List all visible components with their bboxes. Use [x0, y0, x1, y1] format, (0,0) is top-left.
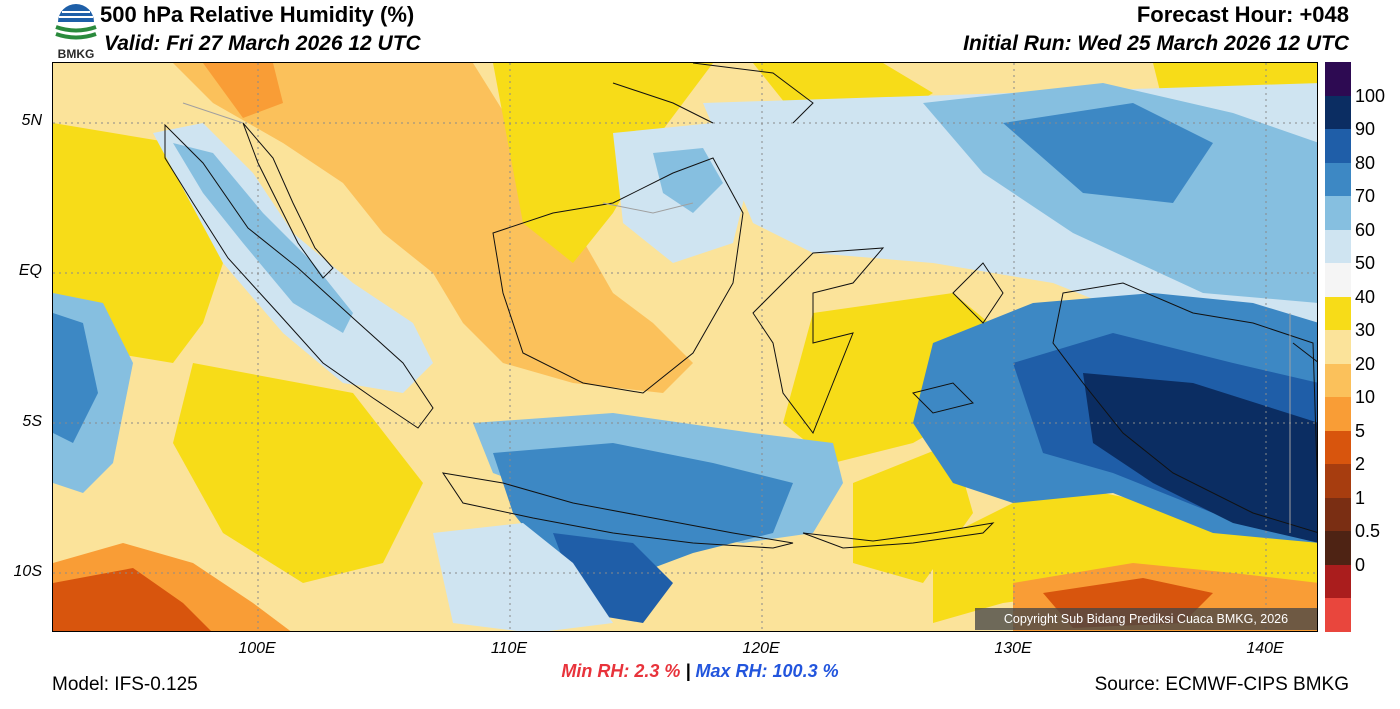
coast-seram — [912, 382, 974, 414]
coast-nusa-tenggara — [802, 522, 995, 549]
moist-sumatra-core — [173, 143, 353, 333]
source-info: Source: ECMWF-CIPS BMKG — [1094, 674, 1349, 695]
stats-separator: | — [685, 661, 691, 681]
coastlines — [164, 63, 1317, 549]
legend-label: 90 — [1355, 119, 1376, 140]
legend-label: 70 — [1355, 186, 1376, 207]
lon-label-120e: 120E — [742, 640, 780, 657]
coast-sumatra — [164, 123, 434, 429]
max-rh-value: 100.3 % — [772, 661, 839, 681]
legend-label: 80 — [1355, 152, 1376, 173]
legend-label: 60 — [1355, 219, 1376, 240]
coast-palawan — [612, 82, 714, 124]
legend-swatch — [1325, 564, 1351, 599]
legend-swatch — [1325, 196, 1351, 231]
legend-label: 30 — [1355, 320, 1376, 341]
min-rh-value: 2.3 % — [634, 661, 681, 681]
legend-swatch — [1325, 263, 1351, 298]
moist-north-borneo-core — [653, 148, 723, 213]
forecast-hour: Forecast Hour: +048 — [1136, 2, 1349, 27]
coast-papua — [1052, 282, 1317, 533]
moist-west-ocean-core — [53, 313, 98, 443]
chart-title: 500 hPa Relative Humidity (%) — [100, 2, 415, 27]
yellow-band-indian-ocean — [173, 363, 423, 583]
max-rh-label: Max RH: — [695, 661, 768, 681]
model-info: Model: IFS-0.125 — [52, 674, 198, 695]
lat-label-5n: 5N — [21, 112, 42, 129]
lon-label-140e: 140E — [1246, 640, 1284, 657]
legend-swatch — [1325, 363, 1351, 398]
coast-halmahera — [952, 262, 1004, 324]
initial-run: Initial Run: Wed 25 March 2026 12 UTC — [963, 32, 1349, 55]
coast-sulawesi — [752, 247, 885, 435]
legend-label: 0 — [1355, 554, 1366, 575]
lon-label-130e: 130E — [994, 640, 1032, 657]
coast-philippines — [692, 63, 814, 124]
border-borneo — [602, 202, 694, 214]
lat-label-5s: 5S — [22, 413, 42, 430]
dry-zone-southwest-core — [53, 568, 211, 631]
legend-swatch — [1325, 497, 1351, 532]
legend-swatch — [1325, 296, 1351, 331]
coast-borneo — [492, 157, 744, 394]
legend-swatch — [1325, 430, 1351, 465]
bmkg-logo-text: BMKG — [57, 47, 95, 61]
valid-time: Valid: Fri 27 March 2026 12 UTC — [104, 32, 421, 55]
legend-swatch — [1325, 598, 1351, 633]
legend-label: 50 — [1355, 253, 1376, 274]
color-legend — [1325, 62, 1351, 633]
coast-java — [441, 472, 794, 549]
legend-swatch — [1325, 129, 1351, 164]
bmkg-logo — [52, 0, 100, 62]
legend-label: 2 — [1355, 454, 1366, 475]
moist-south-java — [433, 523, 613, 631]
moist-pacific-core — [1003, 103, 1213, 203]
yellow-band-north — [493, 63, 713, 263]
lat-label-eq: EQ — [18, 262, 42, 279]
lon-label-110e: 110E — [490, 640, 528, 657]
legend-swatch — [1325, 330, 1351, 365]
copyright-notice: Copyright Sub Bidang Prediksi Cuaca BMKG… — [975, 608, 1317, 630]
legend-label: 20 — [1355, 353, 1376, 374]
dry-zone-dark-orange — [203, 63, 283, 118]
legend-swatch — [1325, 531, 1351, 566]
coast-malay-peninsula — [242, 122, 334, 279]
moist-papua-core — [1083, 373, 1317, 543]
legend-label: 0.5 — [1355, 521, 1381, 542]
legend-swatch — [1325, 62, 1351, 96]
humidity-map — [52, 62, 1318, 632]
rh-stats: Min RH: 2.3 % | Max RH: 100.3 % — [0, 661, 1400, 682]
min-rh-label: Min RH: — [561, 661, 630, 681]
legend-swatch — [1325, 162, 1351, 197]
legend-swatch — [1325, 464, 1351, 499]
legend-label: 5 — [1355, 420, 1366, 441]
legend-label: 100 — [1355, 85, 1386, 106]
legend-swatch — [1325, 397, 1351, 432]
lon-label-100e: 100E — [238, 640, 276, 657]
legend-label: 1 — [1355, 487, 1366, 508]
legend-label: 40 — [1355, 286, 1376, 307]
lat-label-10s: 10S — [13, 563, 42, 580]
legend-swatch — [1325, 95, 1351, 130]
country-borders — [182, 102, 1291, 533]
legend-swatch — [1325, 229, 1351, 264]
legend-label: 10 — [1355, 387, 1376, 408]
coast-png — [1292, 342, 1317, 363]
border-thailand — [182, 102, 244, 124]
dry-zone-orange — [173, 63, 693, 393]
